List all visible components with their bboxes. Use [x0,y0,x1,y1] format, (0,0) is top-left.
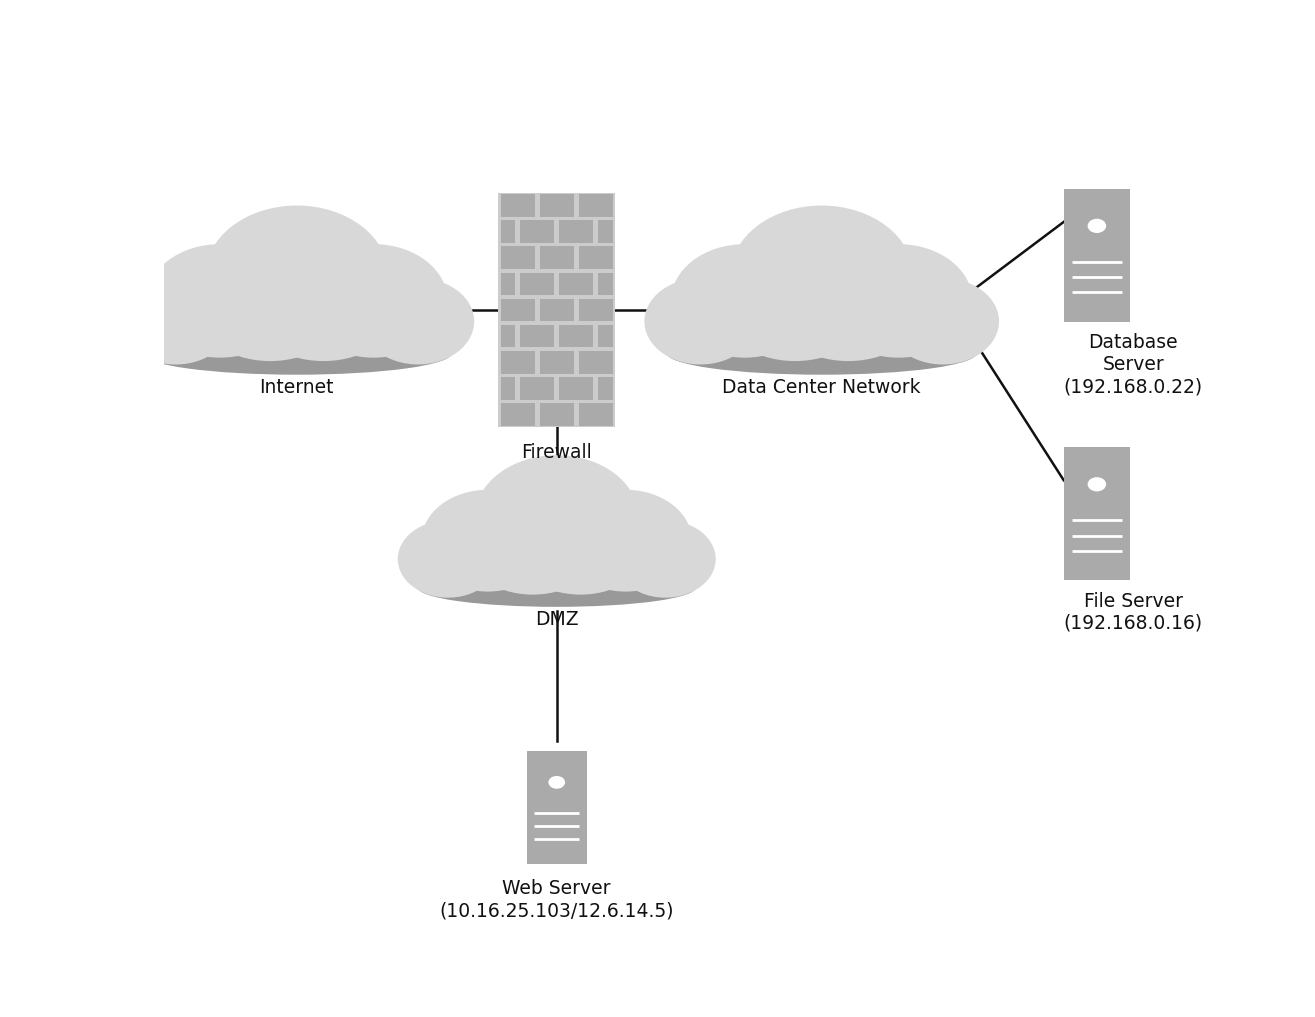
Text: File Server
(192.168.0.16): File Server (192.168.0.16) [1064,592,1203,633]
FancyBboxPatch shape [559,273,593,295]
FancyBboxPatch shape [598,221,613,243]
Circle shape [362,279,475,364]
FancyBboxPatch shape [579,351,613,373]
FancyBboxPatch shape [598,377,613,400]
Circle shape [886,279,999,364]
FancyBboxPatch shape [539,403,573,426]
Circle shape [508,483,654,595]
FancyBboxPatch shape [539,194,573,217]
FancyBboxPatch shape [142,296,452,331]
Circle shape [189,236,351,361]
Circle shape [242,236,405,361]
FancyBboxPatch shape [501,324,515,348]
Text: Internet: Internet [259,378,334,397]
FancyBboxPatch shape [1064,447,1130,580]
Ellipse shape [418,569,696,607]
Circle shape [300,244,447,358]
FancyBboxPatch shape [579,246,613,270]
FancyBboxPatch shape [559,324,593,348]
FancyBboxPatch shape [539,246,573,270]
FancyBboxPatch shape [579,299,613,321]
Circle shape [460,483,606,595]
Circle shape [1088,477,1106,491]
FancyBboxPatch shape [521,221,554,243]
Ellipse shape [142,332,452,374]
FancyBboxPatch shape [579,403,613,426]
FancyBboxPatch shape [539,351,573,373]
FancyBboxPatch shape [501,351,535,373]
Circle shape [120,279,231,364]
Circle shape [559,490,692,592]
Circle shape [714,236,876,361]
FancyBboxPatch shape [667,296,977,331]
Circle shape [671,244,819,358]
FancyBboxPatch shape [498,192,615,427]
FancyBboxPatch shape [598,324,613,348]
FancyBboxPatch shape [521,273,554,295]
Ellipse shape [667,332,977,374]
FancyBboxPatch shape [501,273,515,295]
Text: DMZ: DMZ [535,610,579,629]
Circle shape [767,236,930,361]
FancyBboxPatch shape [501,299,535,321]
FancyBboxPatch shape [527,751,586,863]
Circle shape [615,521,715,598]
Circle shape [205,205,388,347]
Circle shape [146,244,295,358]
FancyBboxPatch shape [501,403,535,426]
Text: Database
Server
(192.168.0.22): Database Server (192.168.0.22) [1064,334,1203,397]
FancyBboxPatch shape [521,324,554,348]
FancyBboxPatch shape [598,273,613,295]
FancyBboxPatch shape [539,299,573,321]
FancyBboxPatch shape [1064,188,1130,321]
Circle shape [475,456,639,582]
FancyBboxPatch shape [501,221,515,243]
Circle shape [397,521,498,598]
Circle shape [730,205,914,347]
FancyBboxPatch shape [521,377,554,400]
Circle shape [422,490,554,592]
Text: Data Center Network: Data Center Network [722,378,920,397]
Text: Web Server
(10.16.25.103/12.6.14.5): Web Server (10.16.25.103/12.6.14.5) [439,880,675,920]
FancyBboxPatch shape [501,377,515,400]
Circle shape [825,244,972,358]
FancyBboxPatch shape [501,246,535,270]
FancyBboxPatch shape [501,194,535,217]
Circle shape [548,776,565,789]
Text: Firewall: Firewall [521,443,592,462]
FancyBboxPatch shape [579,194,613,217]
FancyBboxPatch shape [418,537,696,567]
Circle shape [644,279,756,364]
Circle shape [1088,219,1106,233]
FancyBboxPatch shape [559,221,593,243]
FancyBboxPatch shape [559,377,593,400]
